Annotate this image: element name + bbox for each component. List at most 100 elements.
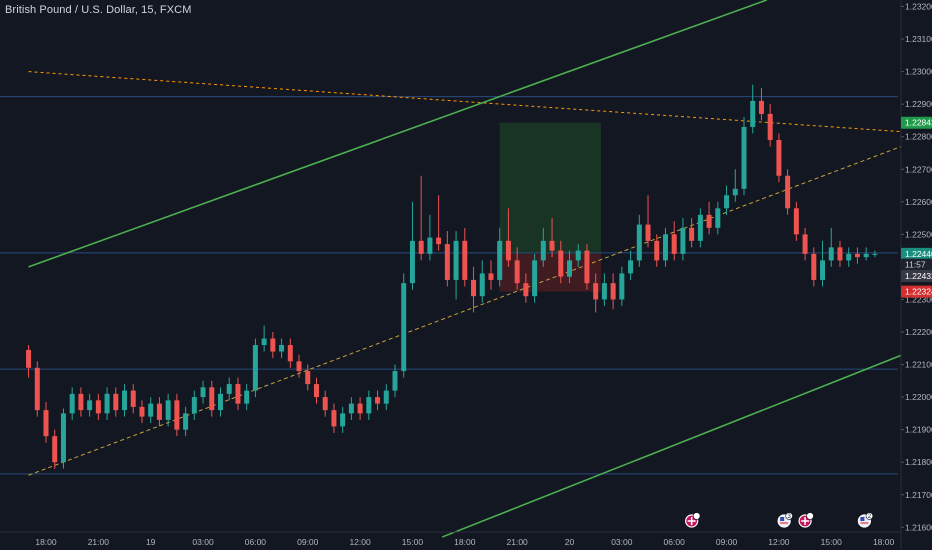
time-tick-label: 06:00 [664,537,686,547]
candle-body [60,413,66,463]
us-flag-icon[interactable]: 2 [857,512,874,528]
stop-price-label: 1.22324 [905,287,932,297]
price-tick-label: 1.21900 [905,425,932,435]
price-tick-label: 1.22000 [905,392,932,402]
candle-body [375,397,381,404]
resistance-dotted-line [28,71,928,134]
candle-body [872,253,878,255]
target-price-label: 1.22843 [905,118,932,128]
candle-body [662,234,668,261]
time-tick-label: 21:00 [88,537,110,547]
candle-body [34,367,40,411]
time-tick-label: 09:00 [297,537,319,547]
candle-body [619,273,625,300]
time-tick-label: 18:00 [873,537,895,547]
price-tick-label: 1.21600 [905,522,932,532]
time-tick-label: 15:00 [821,537,843,547]
candle-body [357,403,363,414]
candle-body [331,410,337,427]
candles [26,84,878,469]
candle-body [584,250,590,284]
candle-body [593,283,599,300]
candle-body [366,397,372,414]
candle-body [270,338,276,352]
candle-body [174,400,180,430]
candle-body [802,234,808,254]
time-tick-label: 12:00 [768,537,790,547]
event-count-badge [785,512,793,520]
time-tick-label: 20 [565,537,575,547]
candle-body [392,371,398,391]
candle-body [383,390,389,404]
candle-body [654,240,660,261]
candle-body [767,113,773,140]
candle-body [418,240,424,254]
candle-body [252,345,258,391]
candle-body [191,397,197,414]
time-tick-label: 06:00 [245,537,267,547]
candle-body [165,400,171,420]
candle-body [462,240,468,280]
candle-body [689,227,695,241]
stop-price-tag [901,285,932,298]
trend-lines[interactable] [28,0,928,538]
gb-flag-icon[interactable] [798,512,814,528]
candle-body [811,253,817,280]
candle-body [514,260,520,284]
candle-body [706,214,712,228]
horizontal-levels [0,96,898,475]
current-price-label: 1.22440 [905,249,932,259]
candle-body [793,208,799,235]
price-tick-label: 1.22700 [905,164,932,174]
price-tick-label: 1.21700 [905,490,932,500]
candle-body [505,240,511,261]
candle-body [863,253,869,258]
candle-body [837,247,843,261]
candle-body [776,139,782,176]
time-axis[interactable]: 18:00 21:00 19 03:00 06:00 09:00 12:00 15:00 18:… [0,531,901,547]
candle-body [183,413,189,430]
candle-body [287,345,293,362]
candle-body [78,393,84,411]
candle-body [558,250,564,277]
time-tick-label: 19 [146,537,156,547]
candle-body [758,100,764,114]
time-tick-label: 21:00 [507,537,529,547]
price-tick-label: 1.22100 [905,360,932,370]
candle-body [828,247,834,261]
candle-body [52,436,58,463]
target-zone [499,122,601,254]
candle-body [139,406,145,417]
candle-body [820,260,826,280]
candle-body [741,126,747,189]
candle-body [444,244,450,280]
candle-body [427,237,433,254]
price-tick-label: 1.22900 [905,99,932,109]
candle-body [540,240,546,261]
candle-body [279,345,285,352]
candle-body [523,283,529,297]
candle-body [69,393,75,414]
gb-flag-icon[interactable] [685,512,701,528]
candle-body [43,410,49,437]
event-count-badge [865,512,874,520]
candle-body [209,387,215,411]
candle-body [567,260,572,277]
candle-body [313,384,319,398]
candle-body [296,361,302,372]
candle-body [122,390,128,411]
us-flag-icon[interactable]: 3 [777,512,793,528]
candle-body [680,227,686,254]
candle-body [95,400,101,414]
time-tick-label: 12:00 [349,537,371,547]
candle-body [409,240,415,284]
candle-body [497,240,503,280]
candle-body [104,393,110,414]
price-tick-label: 1.22500 [905,229,932,239]
candle-body [750,100,756,127]
candle-body [348,403,354,414]
time-tick-label: 03:00 [192,537,214,547]
price-tick-label: 1.22600 [905,197,932,207]
